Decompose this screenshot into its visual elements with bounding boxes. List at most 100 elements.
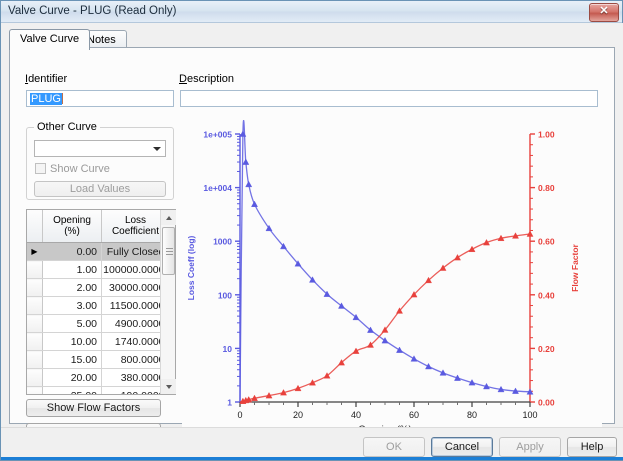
cell-opening[interactable]: 5.00 <box>42 314 102 333</box>
data-point-loss-coeff <box>439 369 447 376</box>
row-selector[interactable] <box>27 278 43 297</box>
title-bar[interactable]: Valve Curve - PLUG (Read Only) ✕ <box>1 1 622 23</box>
table-row[interactable]: 1.00 100000.0000 <box>27 260 170 279</box>
tab-notes-label: Notes <box>87 34 116 46</box>
row-selector-icon[interactable]: ▶ <box>27 242 43 261</box>
load-values-button[interactable]: Load Values <box>34 181 166 197</box>
data-point-flow-factor <box>497 234 505 241</box>
footer-divider <box>1 427 623 428</box>
data-point-flow-factor <box>468 245 476 252</box>
cell-loss[interactable]: 11500.0000 <box>101 296 170 315</box>
checkbox-box-icon <box>35 163 46 174</box>
data-point-loss-coeff <box>381 337 389 344</box>
table-row[interactable]: 15.00 800.0000 <box>27 350 170 369</box>
window-bottom-accent <box>1 457 623 460</box>
grid-vertical-scrollbar[interactable] <box>160 210 176 394</box>
tab-strip: Valve Curve Notes <box>9 28 614 50</box>
cell-opening[interactable]: 15.00 <box>42 350 102 369</box>
cell-loss[interactable]: 190.0000 <box>101 386 170 394</box>
data-point-flow-factor <box>323 372 331 379</box>
data-point-flow-factor <box>265 392 273 399</box>
help-button[interactable]: Help <box>567 437 617 457</box>
description-input[interactable] <box>180 90 598 107</box>
table-row[interactable]: 3.00 11500.0000 <box>27 296 170 315</box>
valve-curve-grid[interactable]: Opening (%) Loss Coefficient ▶ <box>26 209 176 395</box>
identifier-label-rest: dentifier <box>28 73 68 85</box>
description-label-rest: escription <box>186 73 235 85</box>
close-button[interactable]: ✕ <box>589 3 619 22</box>
row-selector[interactable] <box>27 296 43 315</box>
cancel-button[interactable]: Cancel <box>431 437 493 457</box>
column-header-loss[interactable]: Loss Coefficient <box>101 210 169 243</box>
scrollbar-thumb[interactable] <box>162 227 175 275</box>
dialog-footer: OK Cancel Apply Help <box>1 428 623 460</box>
data-point-flow-factor <box>425 276 432 284</box>
scroll-up-icon[interactable] <box>161 210 176 225</box>
cell-loss[interactable]: 380.0000 <box>101 368 170 387</box>
tab-valve-curve[interactable]: Valve Curve <box>9 29 91 50</box>
y-axis-right-tick-label: 0.00 <box>538 398 555 408</box>
cell-loss[interactable]: 30000.0000 <box>101 278 170 297</box>
cell-loss[interactable]: 1740.0000 <box>101 332 170 351</box>
data-point-loss-coeff <box>280 242 287 250</box>
row-selector[interactable] <box>27 386 43 394</box>
x-axis-tick-label: 0 <box>237 410 242 420</box>
table-row[interactable]: 20.00 380.0000 <box>27 368 170 387</box>
y-axis-right-tick-label: 1.00 <box>538 130 555 140</box>
ok-button[interactable]: OK <box>363 437 425 457</box>
cell-opening[interactable]: 2.00 <box>42 278 102 297</box>
show-curve-checkbox[interactable]: Show Curve <box>35 163 110 175</box>
data-point-loss-coeff <box>425 362 432 370</box>
cell-opening[interactable]: 25.00 <box>42 386 102 394</box>
row-selector[interactable] <box>27 368 43 387</box>
cell-loss[interactable]: Fully Closed <box>101 242 170 261</box>
data-point-loss-coeff <box>526 388 534 395</box>
y-axis-left-tick-label: 1 <box>227 398 232 408</box>
cell-opening[interactable]: 0.00 <box>42 242 102 261</box>
cell-loss[interactable]: 4900.0000 <box>101 314 170 333</box>
y-axis-right-tick-label: 0.80 <box>538 183 555 193</box>
table-row[interactable]: 5.00 4900.0000 <box>27 314 170 333</box>
row-selector[interactable] <box>27 314 43 333</box>
data-point-loss-coeff <box>338 302 345 309</box>
y-axis-right-tick-label: 0.60 <box>538 237 555 247</box>
row-selector[interactable] <box>27 350 43 369</box>
y-axis-left-tick-label: 100 <box>218 290 232 300</box>
apply-button[interactable]: Apply <box>499 437 561 457</box>
other-curve-combo[interactable] <box>34 140 166 157</box>
data-point-flow-factor <box>338 359 345 366</box>
row-selector[interactable] <box>27 332 43 351</box>
data-point-flow-factor <box>526 230 534 237</box>
data-point-flow-factor <box>251 394 258 401</box>
identifier-input[interactable]: PLUG <box>26 90 174 107</box>
data-point-flow-factor <box>396 307 403 314</box>
series-line-flow-factor <box>239 233 531 403</box>
column-header-opening-line2: (%) <box>64 226 80 237</box>
data-point-flow-factor <box>352 347 360 354</box>
series-line-loss-coeff <box>239 120 531 403</box>
column-header-opening[interactable]: Opening (%) <box>42 210 102 243</box>
text-caret <box>61 93 63 104</box>
cell-opening[interactable]: 1.00 <box>42 260 102 279</box>
data-point-loss-coeff <box>294 260 302 267</box>
y-axis-left-tick-label: 1e+005 <box>203 130 232 140</box>
row-selector[interactable] <box>27 260 43 279</box>
table-row[interactable]: 25.00 190.0000 <box>27 386 170 394</box>
cell-opening[interactable]: 10.00 <box>42 332 102 351</box>
tab-page-valve-curve: Identifier PLUG Description Other Curve … <box>9 47 615 441</box>
x-axis-tick-label: 60 <box>409 410 419 420</box>
cell-loss[interactable]: 100000.0000 <box>101 260 170 279</box>
cell-opening[interactable]: 3.00 <box>42 296 102 315</box>
table-row[interactable]: 10.00 1740.0000 <box>27 332 170 351</box>
identifier-value: PLUG <box>30 93 62 105</box>
cell-loss[interactable]: 800.0000 <box>101 350 170 369</box>
scroll-down-icon[interactable] <box>161 379 176 394</box>
table-header-row: Opening (%) Loss Coefficient <box>27 210 169 243</box>
description-label: Description <box>179 73 235 85</box>
table-row[interactable]: ▶ 0.00 Fully Closed <box>27 242 170 261</box>
y-axis-left-tick-label: 1000 <box>213 237 232 247</box>
data-point-loss-coeff <box>251 200 258 207</box>
cell-opening[interactable]: 20.00 <box>42 368 102 387</box>
table-row[interactable]: 2.00 30000.0000 <box>27 278 170 297</box>
show-flow-factors-button[interactable]: Show Flow Factors <box>26 399 161 417</box>
